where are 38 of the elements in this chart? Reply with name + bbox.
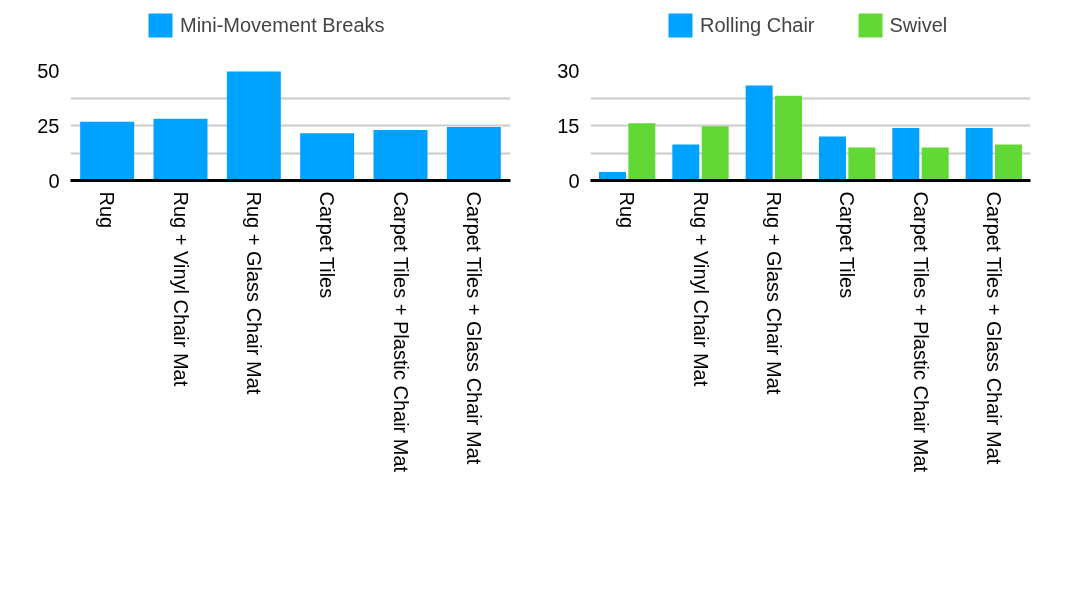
x-tick-label: Rug bbox=[616, 191, 639, 229]
bar bbox=[628, 123, 656, 181]
bar bbox=[848, 147, 876, 181]
x-tick-label: Rug + Vinyl Chair Mat bbox=[169, 191, 192, 387]
y-tick-label: 30 bbox=[557, 59, 580, 82]
y-tick-label: 50 bbox=[37, 59, 60, 82]
x-tick-label: Carpet Tiles + Glass Chair Mat bbox=[982, 191, 1005, 465]
x-tick-label: Carpet Tiles + Glass Chair Mat bbox=[462, 191, 485, 465]
bar bbox=[80, 121, 135, 181]
x-tick-label: Rug + Vinyl Chair Mat bbox=[689, 191, 712, 387]
bar bbox=[373, 130, 428, 181]
x-tick-label: Carpet Tiles + Plastic Chair Mat bbox=[909, 191, 932, 473]
x-tick-label: Rug + Glass Chair Mat bbox=[242, 191, 265, 395]
bar bbox=[892, 128, 920, 181]
bar bbox=[775, 95, 802, 181]
bar bbox=[921, 147, 949, 181]
x-tick-label: Carpet Tiles + Plastic Chair Mat bbox=[389, 191, 412, 473]
legend-label: Rolling Chair bbox=[700, 13, 815, 37]
legend-label: Mini-Movement Breaks bbox=[180, 13, 385, 37]
x-tick-label: Carpet Tiles bbox=[836, 191, 859, 299]
bar bbox=[965, 128, 993, 181]
bar bbox=[446, 127, 501, 181]
x-tick-label: Rug + Glass Chair Mat bbox=[762, 191, 785, 395]
y-tick-label: 0 bbox=[568, 169, 580, 192]
legend-label: Swivel bbox=[889, 13, 948, 37]
bar bbox=[672, 144, 700, 181]
bar bbox=[745, 85, 773, 181]
y-tick-label: 15 bbox=[557, 114, 580, 137]
bar bbox=[819, 136, 846, 181]
y-tick-label: 0 bbox=[48, 169, 60, 192]
x-tick-label: Rug bbox=[96, 191, 119, 229]
bar bbox=[226, 71, 281, 181]
bar bbox=[300, 133, 355, 181]
bar bbox=[153, 118, 208, 181]
x-tick-label: Carpet Tiles bbox=[316, 191, 339, 299]
bar bbox=[701, 126, 729, 181]
y-tick-label: 25 bbox=[37, 114, 60, 137]
bar bbox=[995, 144, 1022, 181]
